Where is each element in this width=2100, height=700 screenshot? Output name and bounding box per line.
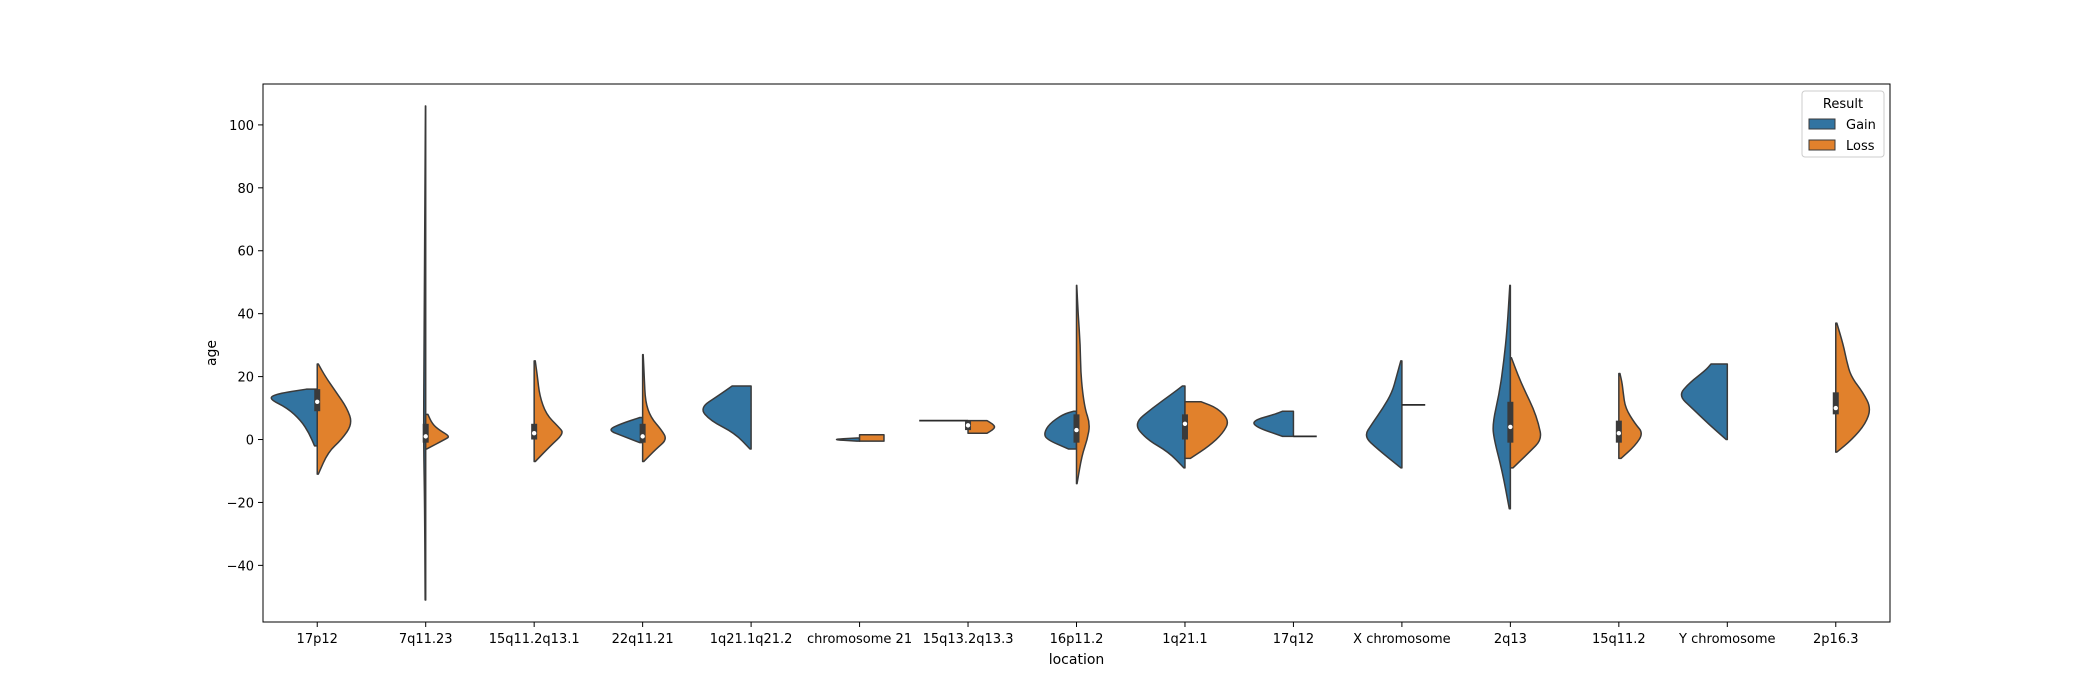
violin-loss-16p11.2 bbox=[1075, 284, 1090, 485]
median-15q11.2 bbox=[1616, 431, 1622, 436]
x-tick-label: 17q12 bbox=[1273, 632, 1314, 647]
x-tick-label: 1q21.1 bbox=[1162, 632, 1207, 647]
median-2q13 bbox=[1508, 424, 1513, 430]
median-17p12 bbox=[315, 399, 320, 404]
x-tick-label: 15q13.2q13.3 bbox=[923, 632, 1014, 647]
violin-loss-7q11.23 bbox=[424, 413, 450, 450]
legend-label-loss: Loss bbox=[1846, 139, 1875, 154]
median-15q13.2q13.3 bbox=[965, 423, 971, 428]
x-tick-label: 17p12 bbox=[297, 632, 338, 647]
y-tick-label: 100 bbox=[229, 119, 254, 134]
x-tick-label: X chromosome bbox=[1353, 632, 1450, 647]
box-2q13 bbox=[1507, 401, 1514, 443]
y-tick-label: 40 bbox=[237, 308, 254, 323]
x-tick-label: 2q13 bbox=[1494, 632, 1527, 647]
median-22q11.21 bbox=[640, 434, 645, 439]
violin-gain-X-chromosome bbox=[1365, 360, 1403, 469]
median-2p16.3 bbox=[1833, 405, 1838, 411]
x-axis-label: location bbox=[1049, 652, 1105, 668]
x-tick-label: 1q21.1q21.2 bbox=[710, 632, 793, 647]
median-16p11.2 bbox=[1074, 427, 1079, 433]
violin-loss-22q11.21 bbox=[641, 353, 666, 463]
median-7q11.23 bbox=[423, 434, 428, 439]
legend-label-gain: Gain bbox=[1846, 118, 1876, 133]
y-tick-label: −20 bbox=[227, 496, 254, 511]
violin-gain-22q11.21 bbox=[610, 416, 644, 444]
violin-gain-17p12 bbox=[270, 388, 318, 447]
violin-loss-chromosome-21 bbox=[858, 434, 885, 442]
violin-loss-2p16.3 bbox=[1835, 322, 1871, 453]
median-15q11.2q13.1 bbox=[531, 431, 537, 436]
violin-loss-1q21.1 bbox=[1184, 401, 1229, 460]
violin-gain-16p11.2 bbox=[1044, 410, 1078, 450]
x-tick-label: Y chromosome bbox=[1678, 632, 1775, 647]
box-1q21.1 bbox=[1181, 414, 1188, 440]
violin-gain-7q11.23 bbox=[422, 105, 427, 601]
y-tick-label: 0 bbox=[246, 434, 254, 449]
violin-gain-1q21.1q21.2 bbox=[702, 385, 752, 450]
y-tick-label: −40 bbox=[227, 559, 254, 574]
x-tick-label: 7q11.23 bbox=[399, 632, 453, 647]
violin-loss-2q13 bbox=[1509, 356, 1542, 469]
y-tick-label: 80 bbox=[237, 182, 254, 197]
violin-gain-Y-chromosome bbox=[1680, 363, 1729, 441]
y-tick-label: 20 bbox=[237, 371, 254, 386]
violin-loss-15q11.2q13.1 bbox=[533, 360, 563, 463]
median-1q21.1 bbox=[1182, 421, 1188, 426]
x-tick-label: 15q11.2q13.1 bbox=[489, 632, 580, 647]
violin-loss-15q13.2q13.3 bbox=[967, 419, 996, 434]
violin-gain-1q21.1 bbox=[1136, 385, 1186, 469]
legend-swatch-loss bbox=[1808, 139, 1836, 151]
y-axis-label: age bbox=[204, 340, 220, 366]
y-axis: −40 −20 0 20 40 60 80 100 bbox=[227, 119, 263, 574]
box-2p16.3 bbox=[1832, 392, 1839, 415]
violin-loss-15q11.2 bbox=[1618, 372, 1642, 460]
x-tick-label: 2p16.3 bbox=[1813, 632, 1858, 647]
x-tick-label: chromosome 21 bbox=[807, 632, 912, 647]
box-7q11.23 bbox=[422, 423, 429, 443]
box-22q11.21 bbox=[639, 423, 646, 443]
x-axis: 17p12 7q11.23 15q11.2q13.1 22q11.21 1q21.1q2… bbox=[297, 622, 1859, 647]
violin-gain-chromosome-21 bbox=[835, 437, 861, 442]
legend-title: Result bbox=[1823, 97, 1863, 112]
x-tick-label: 15q11.2 bbox=[1592, 632, 1646, 647]
x-tick-label: 16p11.2 bbox=[1050, 632, 1104, 647]
x-tick-label: 22q11.21 bbox=[612, 632, 674, 647]
violins-layer bbox=[270, 105, 1871, 601]
boxes-layer bbox=[314, 389, 1839, 443]
legend: Result Gain Loss bbox=[1801, 90, 1885, 158]
legend-swatch-gain bbox=[1808, 118, 1836, 130]
violin-loss-17p12 bbox=[316, 363, 352, 475]
violin-gain-17q12 bbox=[1253, 410, 1295, 438]
y-tick-label: 60 bbox=[237, 245, 254, 260]
violin-gain-2q13 bbox=[1492, 284, 1512, 510]
